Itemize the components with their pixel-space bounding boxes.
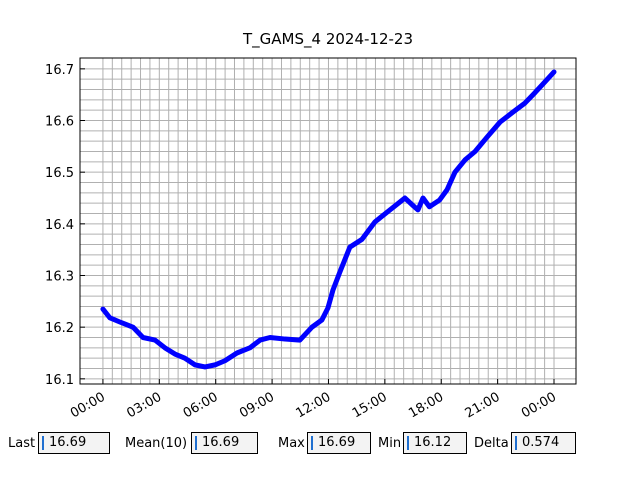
y-tick-label: 16.1	[45, 373, 74, 388]
x-tick-label: 00:00	[519, 390, 559, 420]
stat-label: Delta	[474, 436, 509, 451]
chart: T_GAMS_4 2024-12-23 16.1 16.2 16.3 16.4 16.5…	[45, 30, 577, 420]
stat-label: Last	[8, 436, 36, 451]
x-tick-label: 09:00	[237, 390, 277, 420]
y-tick-label: 16.3	[45, 270, 74, 285]
x-tick-label: 03:00	[124, 390, 164, 420]
plot-frame	[79, 57, 577, 385]
y-tick-label: 16.2	[45, 321, 74, 336]
x-tick-label: 12:00	[294, 390, 334, 420]
stat-label: Max	[278, 436, 305, 451]
x-tick-label: 15:00	[350, 390, 390, 420]
stat-textbox[interactable]: 16.69	[307, 432, 371, 454]
stat-textbox[interactable]: 16.69	[191, 432, 258, 454]
stat-label: Mean(10)	[125, 436, 188, 451]
x-tick-label: 00:00	[68, 390, 108, 420]
y-tick-label: 16.6	[45, 115, 74, 130]
stat-textbox[interactable]: 16.12	[403, 432, 467, 454]
x-tick-label: 21:00	[463, 390, 503, 420]
y-tick-label: 16.4	[45, 218, 74, 233]
stat-textbox[interactable]: 16.69	[38, 432, 110, 454]
data-line	[100, 69, 557, 370]
stat-label: Min	[378, 436, 402, 451]
stat-textbox[interactable]: 0.574	[511, 432, 576, 454]
y-tick-label: 16.5	[45, 166, 74, 181]
y-tick-label: 16.7	[45, 63, 74, 78]
chart-title: T_GAMS_4 2024-12-23	[242, 30, 413, 49]
x-tick-label: 06:00	[181, 390, 221, 420]
x-tick-label: 18:00	[406, 390, 446, 420]
